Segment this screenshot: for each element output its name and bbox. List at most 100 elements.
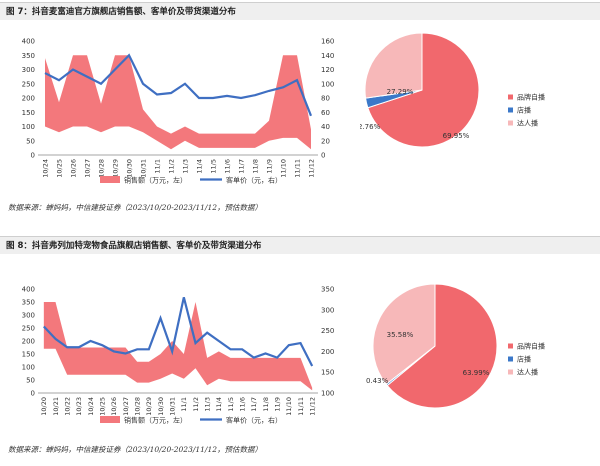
x-axis-tick-label: 11/11	[293, 159, 301, 178]
x-axis-tick-label: 11/5	[209, 159, 217, 174]
x-axis-tick-label: 10/25	[98, 397, 106, 416]
x-axis-tick-label: 10/29	[111, 159, 119, 178]
x-axis-tick-label: 10/21	[52, 397, 60, 416]
right-axis-tick-label: 20	[321, 137, 330, 145]
pie-data-label: 0.43%	[366, 377, 389, 385]
right-axis-tick-label: 150	[321, 369, 334, 377]
x-axis-tick-label: 10/26	[110, 397, 118, 416]
sales-legend-label: 销售额（万元，左）	[124, 176, 187, 185]
unit-price-line-series	[44, 53, 313, 117]
x-axis-tick-label: 10/30	[157, 397, 165, 416]
pie-legend-swatch	[508, 94, 513, 100]
right-axis-tick-label: 60	[321, 109, 330, 117]
x-axis-tick-label: 11/6	[238, 397, 246, 412]
x-axis-tick-label: 11/9	[265, 159, 273, 174]
x-axis-tick-label: 11/7	[237, 159, 245, 174]
left-axis-tick-label: 350	[22, 299, 35, 307]
x-axis-tick-label: 11/6	[223, 159, 231, 174]
sales-combo-chart: 0 50 100 150 200 250 300 350 400 100 150 200 250 300 3…	[22, 286, 335, 425]
left-axis-tick-label: 0	[31, 152, 35, 160]
x-axis-tick-label: 10/24	[87, 397, 95, 416]
right-axis-tick-label: 300	[321, 306, 334, 314]
figure-8: 图 8：抖音弗列加特宠物食品旗舰店销售额、客单价及带货渠道分布 0 50 100 15…	[0, 236, 600, 466]
left-axis-tick-label: 100	[22, 123, 35, 131]
left-axis-tick-label: 50	[26, 377, 35, 385]
pie-legend-swatch	[508, 356, 513, 362]
pie-slice	[386, 283, 498, 409]
left-axis-tick-label: 350	[22, 52, 35, 60]
figure-title: 图 7：抖音麦富迪官方旗舰店销售额、客单价及带货渠道分布	[0, 2, 600, 20]
x-axis-tick-label: 11/10	[285, 397, 293, 416]
pie-legend-swatch	[508, 107, 513, 113]
sales-area-series	[45, 55, 311, 150]
pie-legend-label: 达人播	[517, 119, 538, 128]
x-axis-tick-label: 11/12	[307, 159, 315, 178]
pie-legend-swatch	[508, 120, 513, 126]
sales-area-series	[43, 302, 313, 391]
pie-legend-swatch	[508, 369, 513, 375]
left-axis-tick-label: 50	[26, 137, 35, 145]
pie-data-label: 2.76%	[360, 123, 381, 131]
x-axis-tick-label: 11/4	[215, 397, 223, 412]
data-source: 数据来源：蝉妈妈，中信建投证券（2023/10/20-2023/11/12，预估…	[8, 445, 262, 454]
pie-legend-label: 店播	[517, 106, 531, 115]
x-axis-tick-label: 10/28	[97, 159, 105, 178]
x-axis-tick-label: 10/25	[55, 159, 63, 178]
pie-slice	[372, 283, 436, 385]
left-axis-tick-label: 0	[31, 390, 35, 398]
left-axis-tick-label: 300	[22, 66, 35, 74]
x-axis-tick-label: 11/7	[250, 397, 258, 412]
right-axis-tick-label: 100	[321, 390, 334, 398]
right-axis-tick-label: 80	[321, 95, 330, 103]
x-axis-tick-label: 11/2	[192, 397, 200, 412]
right-axis-tick-label: 350	[321, 286, 334, 294]
right-axis-tick-label: 120	[321, 66, 334, 74]
pie-data-label: 27.29%	[387, 88, 414, 96]
x-axis-tick-label: 11/8	[262, 397, 270, 412]
left-axis-tick-label: 150	[22, 351, 35, 359]
x-axis-tick-label: 11/3	[181, 159, 189, 174]
x-axis-tick-label: 10/26	[69, 159, 77, 178]
unit-price-line-series	[43, 297, 314, 367]
right-axis-tick-label: 40	[321, 123, 330, 131]
left-axis-tick-label: 100	[22, 364, 35, 372]
pie-legend-label: 品牌自播	[517, 93, 545, 102]
left-axis-tick-label: 250	[22, 325, 35, 333]
left-axis-tick-label: 400	[22, 38, 35, 46]
x-axis-tick-label: 10/31	[168, 397, 176, 416]
x-axis-tick-label: 11/4	[195, 159, 203, 174]
x-axis-tick-label: 11/8	[251, 159, 259, 174]
pie-legend-swatch	[508, 343, 513, 349]
figure-7: 图 7：抖音麦富迪官方旗舰店销售额、客单价及带货渠道分布 0 50 100 150 20…	[0, 0, 600, 230]
left-axis-tick-label: 400	[22, 286, 35, 294]
pie-slice	[364, 32, 423, 99]
right-axis-tick-label: 200	[321, 348, 334, 356]
pie-data-label: 69.95%	[443, 132, 470, 140]
x-axis-tick-label: 11/12	[308, 397, 316, 416]
x-axis-tick-label: 11/2	[167, 159, 175, 174]
x-axis-tick-label: 10/22	[63, 397, 71, 416]
right-axis-tick-label: 0	[321, 152, 325, 160]
right-axis-tick-label: 100	[321, 80, 334, 88]
unit-price-legend-label: 客单价（元，右）	[226, 176, 282, 185]
x-axis-tick-label: 10/31	[139, 159, 147, 178]
unit-price-legend-label: 客单价（元，右）	[226, 416, 282, 425]
right-axis-tick-label: 140	[321, 52, 334, 60]
pie-legend-label: 店播	[517, 355, 531, 364]
x-axis-tick-label: 10/27	[122, 397, 130, 416]
left-axis-tick-label: 200	[22, 95, 35, 103]
left-axis-tick-label: 250	[22, 80, 35, 88]
right-axis-tick-label: 160	[321, 38, 334, 46]
x-axis-tick-label: 11/9	[273, 397, 281, 412]
x-axis-tick-label: 10/29	[145, 397, 153, 416]
x-axis-tick-label: 10/23	[75, 397, 83, 416]
x-axis-tick-label: 11/1	[180, 397, 188, 412]
x-axis-tick-label: 11/5	[227, 397, 235, 412]
x-axis-tick-label: 11/11	[297, 397, 305, 416]
x-axis-tick-label: 10/20	[40, 397, 48, 416]
sales-legend-swatch	[100, 176, 120, 183]
left-axis-tick-label: 150	[22, 109, 35, 117]
sales-combo-chart: 0 50 100 150 200 250 300 350 400 0 20 40 60 80 100 120 1…	[22, 38, 335, 185]
x-axis-tick-label: 10/30	[125, 159, 133, 178]
